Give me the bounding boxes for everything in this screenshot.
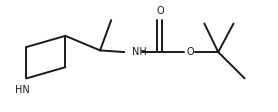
Text: O: O (187, 47, 194, 57)
Text: O: O (156, 6, 164, 16)
Text: NH: NH (132, 47, 147, 57)
Text: HN: HN (15, 85, 30, 95)
